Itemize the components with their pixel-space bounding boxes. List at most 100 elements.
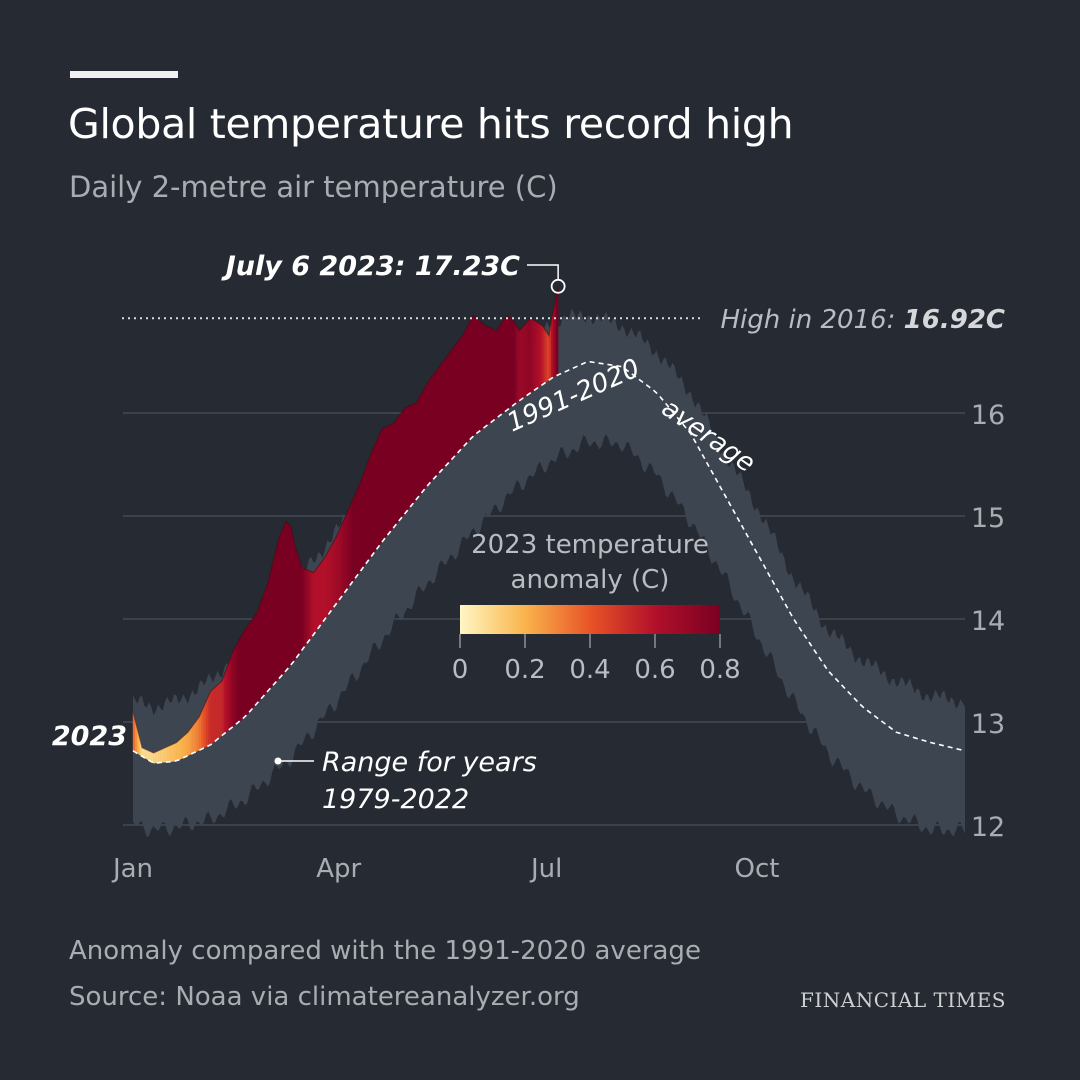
anomaly-fill-2023 <box>132 286 559 764</box>
anomaly-strip <box>370 448 374 558</box>
range-band-area <box>133 308 965 837</box>
ft-logo: FINANCIAL TIMES <box>799 988 1006 1012</box>
anomaly-strip <box>523 322 527 398</box>
anomaly-strip <box>299 560 303 654</box>
chart-subtitle: Daily 2-metre air temperature (C) <box>69 170 558 204</box>
y-tick-label-15: 15 <box>971 503 1005 534</box>
anomaly-strip <box>352 495 355 583</box>
anomaly-strip <box>407 405 410 512</box>
anomaly-strip <box>146 749 150 761</box>
series-lines <box>122 286 966 764</box>
anomaly-strip <box>162 747 166 763</box>
anomaly-strip <box>544 328 547 384</box>
anomaly-strip <box>153 751 157 764</box>
anomaly-strip <box>283 521 287 674</box>
anomaly-strip <box>363 466 367 568</box>
anomaly-strip <box>292 536 296 663</box>
range-label-line2: 1979-2022 <box>322 784 469 815</box>
anomaly-strip <box>443 356 447 469</box>
anomaly-strip <box>420 389 424 495</box>
anomaly-strip <box>409 404 413 509</box>
anomaly-strip <box>413 402 417 503</box>
anomaly-strip <box>265 582 269 695</box>
anomaly-strip <box>345 510 349 592</box>
anomaly-strip <box>427 378 431 486</box>
y-tick-label-13: 13 <box>971 709 1005 740</box>
anomaly-strip <box>208 691 211 747</box>
anomaly-strip <box>464 326 467 447</box>
anomaly-strip <box>468 318 472 442</box>
anomaly-strip <box>459 335 463 452</box>
legend-tick-label: 0.4 <box>569 655 610 685</box>
anomaly-strip <box>253 613 257 708</box>
anomaly-strip <box>507 314 511 410</box>
anomaly-strip <box>480 320 483 431</box>
anomaly-strip <box>180 735 184 760</box>
anomaly-strip <box>425 381 429 489</box>
anomaly-strip <box>466 322 470 444</box>
series-2023-line <box>132 286 559 754</box>
range-label-line1: Range for years <box>322 747 537 778</box>
legend-tick-label: 0.2 <box>504 655 545 685</box>
anomaly-strip <box>359 478 362 574</box>
anomaly-strip <box>514 321 518 405</box>
anomaly-strip <box>393 419 397 529</box>
anomaly-strip <box>482 322 486 430</box>
anomaly-strip <box>441 359 445 471</box>
anomaly-strip <box>272 555 275 687</box>
anomaly-strip <box>349 500 353 586</box>
anomaly-strip <box>487 326 490 426</box>
anomaly-strip <box>535 320 538 390</box>
anomaly-strip <box>521 325 525 400</box>
anomaly-strip <box>263 589 266 697</box>
anomaly-strip <box>221 674 225 736</box>
legend: 2023 temperature anomaly (C) 0 0.2 0.4 0.6 0… <box>452 530 741 685</box>
anomaly-strip <box>301 567 305 651</box>
anomaly-strip <box>416 397 419 500</box>
legend-tick-label: 0.6 <box>634 655 675 685</box>
anomaly-strip <box>450 347 454 461</box>
anomaly-strip <box>242 628 246 720</box>
anomaly-strip <box>167 745 170 763</box>
anomaly-strip <box>477 318 481 433</box>
anomaly-strip <box>555 286 559 377</box>
x-tick-label-oct: Oct <box>735 854 780 884</box>
anomaly-strip <box>429 375 433 484</box>
anomaly-strip <box>347 505 351 589</box>
anomaly-strip <box>231 649 234 729</box>
anomaly-strip <box>249 619 253 713</box>
anomaly-strip <box>311 571 314 639</box>
anomaly-strip <box>317 562 321 629</box>
anomaly-strip <box>281 526 285 677</box>
anomaly-strip <box>471 314 474 439</box>
anomaly-strip <box>155 750 159 764</box>
anomaly-strip <box>343 515 346 595</box>
high-2016-label-prefix: High in 2016: <box>720 305 903 335</box>
anomaly-strip <box>237 636 241 723</box>
anomaly-strip <box>306 569 310 645</box>
anomaly-strip <box>411 403 415 506</box>
anomaly-strip <box>525 320 529 397</box>
x-tick-label-jan: Jan <box>111 854 153 884</box>
chart-title: Global temperature hits record high <box>68 100 794 148</box>
anomaly-strip <box>333 535 337 608</box>
anomaly-strip <box>240 632 243 721</box>
anomaly-strip <box>384 426 387 540</box>
legend-color-bar <box>460 605 720 634</box>
header-rule <box>70 71 178 78</box>
anomaly-strip <box>473 314 477 437</box>
average-1991-2020-line <box>132 360 966 764</box>
anomaly-strip <box>519 327 522 402</box>
anomaly-strip <box>157 749 161 764</box>
anomaly-strip <box>279 531 282 679</box>
anomaly-strip <box>475 316 479 435</box>
anomaly-strip <box>537 322 541 389</box>
anomaly-strip <box>532 319 536 392</box>
anomaly-strip <box>258 601 262 702</box>
anomaly-strip <box>267 573 271 692</box>
range-band <box>133 308 965 837</box>
anomaly-strip <box>324 552 328 620</box>
record-leader <box>527 264 559 280</box>
anomaly-strip <box>368 454 371 561</box>
anomaly-strip <box>205 696 209 748</box>
